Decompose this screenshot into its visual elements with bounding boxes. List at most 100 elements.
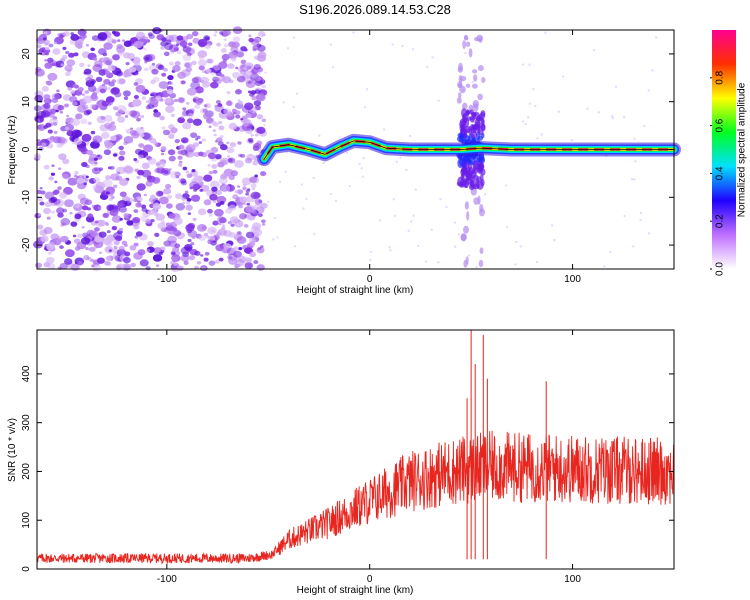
noise-blob — [90, 160, 98, 167]
noise-blob — [138, 203, 142, 206]
noise-blob — [145, 100, 149, 104]
noise-blob — [119, 217, 124, 221]
noise-blob — [244, 102, 254, 111]
noise-blob — [161, 72, 167, 77]
snr-y-tick-label: 0 — [21, 566, 32, 572]
faint-dot — [383, 128, 386, 131]
noise-blob — [81, 174, 88, 180]
faint-dot — [363, 106, 367, 109]
noise-blob — [126, 197, 134, 203]
spectrogram-x-tick-label: 0 — [367, 274, 373, 285]
noise-blob — [123, 213, 130, 219]
noise-blob — [210, 180, 220, 189]
noise-blob — [90, 104, 96, 109]
noise-blob — [101, 132, 110, 139]
faint-dot — [305, 197, 308, 201]
noise-blob — [184, 62, 191, 68]
noise-blob — [196, 260, 202, 265]
faint-dot — [313, 232, 316, 236]
faint-dot — [378, 219, 382, 222]
faint-dot — [407, 229, 410, 232]
noise-blob — [91, 35, 99, 41]
noise-blob — [152, 254, 163, 262]
noise-blob — [203, 232, 209, 237]
faint-dot — [475, 266, 478, 269]
colorbar-tick-label: 0.4 — [715, 166, 726, 180]
noise-blob — [260, 202, 268, 209]
noise-blob — [169, 34, 179, 43]
noise-blob — [215, 244, 224, 252]
noise-blob — [185, 204, 193, 211]
noise-blob — [49, 117, 59, 126]
noise-blob — [248, 37, 255, 43]
noise-blob — [175, 175, 180, 179]
noise-blob — [37, 197, 44, 202]
noise-blob — [133, 157, 138, 162]
noise-blob — [104, 141, 114, 149]
noise-blob — [53, 41, 58, 45]
noise-blob — [246, 65, 252, 70]
noise-blob — [233, 246, 239, 251]
faint-dot — [389, 248, 392, 252]
noise-blob — [168, 155, 176, 162]
noise-blob — [64, 65, 73, 72]
noise-blob — [99, 88, 106, 94]
faint-dot — [515, 240, 518, 244]
spectrogram-x-tick-label: -100 — [157, 274, 177, 285]
noise-blob — [157, 222, 166, 230]
noise-blob — [240, 117, 244, 121]
spectrogram-y-label: Frequency (Hz) — [7, 116, 18, 185]
noise-blob — [135, 196, 143, 203]
noise-blob — [125, 62, 130, 66]
trace-centerline — [263, 140, 674, 160]
noise-blob — [116, 105, 127, 114]
noise-blob — [83, 182, 87, 186]
noise-blob — [59, 192, 68, 199]
noise-blob — [123, 40, 132, 48]
noise-blob — [79, 62, 85, 67]
noise-blob — [119, 178, 129, 186]
noise-blob — [256, 54, 266, 62]
noise-blob — [70, 118, 81, 127]
noise-blob — [167, 194, 173, 199]
faint-dot — [263, 124, 266, 127]
noise-blob — [66, 59, 76, 67]
faint-dot — [639, 211, 643, 215]
noise-blob — [154, 111, 160, 116]
noise-blob — [144, 67, 149, 72]
noise-blob — [182, 251, 190, 258]
noise-blob — [228, 174, 235, 181]
noise-blob — [105, 96, 115, 104]
burst-blob — [468, 48, 473, 58]
noise-blob — [124, 115, 129, 118]
noise-blob — [104, 122, 113, 129]
noise-blob — [186, 52, 192, 57]
noise-blob — [77, 28, 87, 36]
noise-blob — [201, 138, 206, 142]
faint-dot — [411, 48, 415, 51]
noise-blob — [50, 172, 55, 176]
noise-blob — [54, 180, 58, 184]
noise-blob — [254, 174, 258, 178]
noise-blob — [218, 120, 223, 125]
colorbar-tick-label: 0.6 — [715, 118, 726, 132]
noise-blob — [173, 217, 183, 225]
noise-blob — [195, 138, 199, 141]
noise-blob — [90, 93, 98, 100]
noise-blob — [226, 155, 231, 158]
noise-blob — [251, 95, 257, 101]
noise-blob — [183, 260, 189, 265]
noise-blob — [103, 114, 113, 122]
noise-blob — [53, 130, 58, 134]
noise-blob — [91, 167, 101, 175]
noise-blob — [176, 35, 184, 41]
colorbar: 0.0 0.2 0.4 0.6 0.8 Normalized spectral ampl… — [710, 30, 748, 276]
noise-blob — [113, 184, 118, 189]
spectrogram-x-ticks: -100 0 100 — [157, 30, 581, 285]
noise-blob — [174, 138, 180, 144]
noise-blob — [191, 77, 199, 84]
noise-blob — [240, 59, 247, 65]
noise-blob — [204, 251, 210, 256]
burst-blob — [465, 83, 471, 88]
noise-blob — [234, 112, 238, 116]
